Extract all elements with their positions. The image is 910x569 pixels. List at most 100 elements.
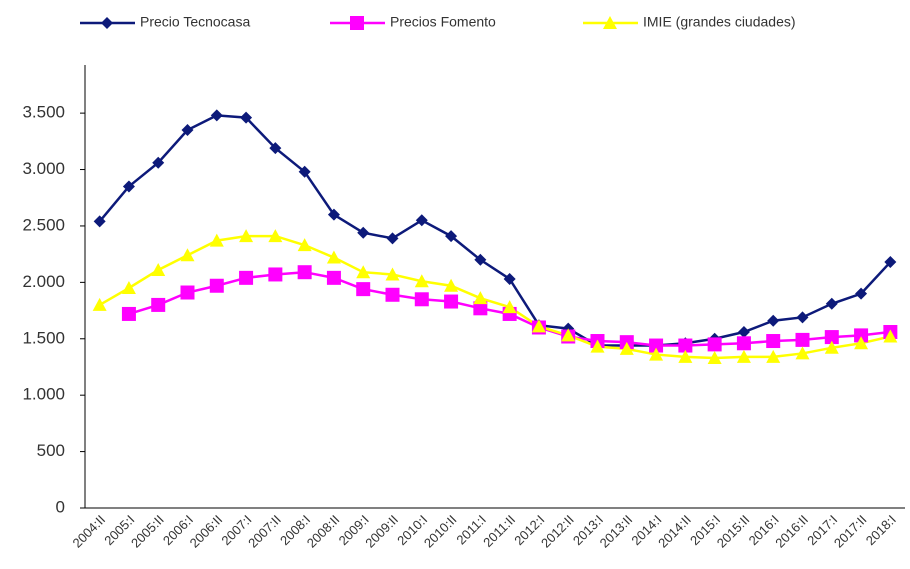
series-line — [98, 114, 892, 347]
data-point — [824, 330, 839, 345]
data-point — [269, 142, 282, 155]
x-tick-label: 2018:I — [863, 512, 899, 548]
data-point — [414, 292, 429, 307]
data-point — [766, 349, 781, 363]
data-point — [239, 270, 254, 285]
data-point — [825, 297, 838, 310]
y-tick-label: 3.500 — [22, 103, 65, 122]
data-point — [649, 338, 664, 353]
data-point — [561, 328, 576, 342]
data-point — [854, 336, 869, 350]
data-point — [268, 267, 283, 282]
data-point — [767, 314, 780, 327]
data-point — [356, 282, 371, 297]
data-point — [736, 336, 751, 351]
data-point — [327, 208, 340, 221]
x-tick-label: 2015:II — [714, 512, 753, 551]
x-tick-label: 2005:II — [128, 512, 167, 551]
x-tick-label: 2008:II — [304, 512, 343, 551]
data-point — [122, 180, 135, 193]
y-tick-label: 2.000 — [22, 272, 65, 291]
data-point — [386, 232, 399, 245]
data-point — [796, 311, 809, 324]
legend-marker — [350, 16, 364, 30]
data-point — [678, 338, 693, 353]
data-point — [121, 281, 136, 294]
data-point — [356, 265, 371, 279]
x-tick-label: 2006:II — [187, 512, 226, 551]
data-point — [209, 278, 224, 293]
data-point — [795, 346, 810, 360]
data-point — [883, 329, 898, 343]
data-point — [414, 274, 429, 288]
data-point — [268, 229, 283, 243]
x-tick-label: 2017:II — [831, 512, 870, 551]
data-point — [326, 270, 341, 285]
x-tick-label: 2004:II — [69, 512, 108, 551]
data-point — [415, 214, 428, 227]
data-point — [649, 347, 664, 361]
data-point — [152, 156, 165, 169]
data-point — [678, 349, 693, 363]
y-tick-label: 2.500 — [22, 215, 65, 234]
x-tick-label: 2013:II — [597, 512, 636, 551]
legend-label: IMIE (grandes ciudades) — [643, 14, 796, 30]
data-point — [531, 319, 546, 333]
data-point — [297, 238, 312, 252]
data-point — [181, 124, 194, 137]
data-point — [180, 285, 195, 300]
data-point — [736, 349, 751, 363]
data-point — [239, 229, 254, 243]
data-point — [503, 272, 516, 285]
data-point — [707, 350, 722, 364]
legend-marker — [101, 17, 113, 29]
data-point — [93, 215, 106, 228]
data-point — [766, 334, 781, 349]
y-tick-label: 1.500 — [22, 328, 65, 347]
data-point — [855, 287, 868, 300]
data-point — [619, 341, 634, 355]
y-tick-label: 0 — [56, 497, 65, 516]
data-point — [209, 233, 224, 247]
data-point — [298, 165, 311, 178]
data-point — [151, 297, 166, 312]
data-point — [210, 109, 223, 122]
data-point — [474, 253, 487, 266]
data-point — [121, 306, 136, 321]
data-point — [445, 230, 458, 243]
data-point — [707, 337, 722, 352]
data-point — [357, 226, 370, 239]
x-tick-label: 2016:II — [772, 512, 811, 551]
data-point — [444, 294, 459, 309]
data-point — [854, 328, 869, 343]
legend-label: Precio Tecnocasa — [140, 14, 250, 30]
data-point — [385, 287, 400, 302]
data-point — [795, 332, 810, 347]
data-point — [473, 301, 488, 316]
series-line — [99, 234, 891, 360]
x-tick-label: 2014:II — [655, 512, 694, 551]
x-tick-label: 2009:II — [362, 512, 401, 551]
y-tick-label: 500 — [37, 441, 65, 460]
data-point — [151, 262, 166, 276]
y-tick-label: 1.000 — [22, 385, 65, 404]
data-point — [297, 265, 312, 280]
data-point — [444, 278, 459, 292]
y-tick-label: 3.000 — [22, 159, 65, 178]
data-point — [326, 250, 341, 264]
legend-marker — [603, 16, 617, 29]
data-point — [824, 340, 839, 354]
data-point — [502, 300, 517, 314]
data-point — [240, 111, 253, 124]
x-tick-label: 2010:II — [421, 512, 460, 551]
data-point — [385, 267, 400, 281]
data-point — [590, 339, 605, 353]
x-tick-label: 2011:II — [480, 512, 518, 550]
data-point — [884, 256, 897, 269]
x-tick-label: 2012:II — [538, 512, 577, 551]
legend-label: Precios Fomento — [390, 14, 496, 30]
data-point — [473, 291, 488, 305]
data-point — [737, 326, 750, 338]
x-tick-label: 2007:II — [245, 512, 284, 551]
